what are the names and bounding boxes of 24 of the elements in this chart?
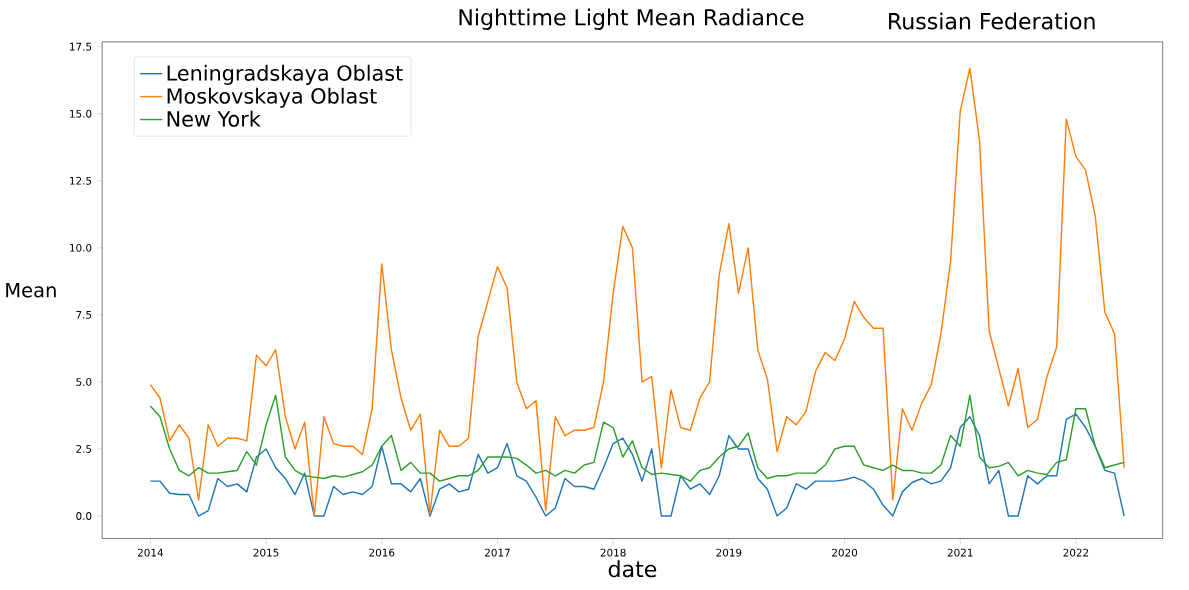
x-tick-label: 2014	[137, 548, 164, 557]
x-tick-label: 2016	[369, 548, 395, 557]
x-tick-label: 2015	[253, 548, 279, 557]
y-tick-label: 5.0	[76, 377, 92, 386]
y-axis-title: Mean	[6, 282, 56, 298]
y-tick-label: 17.5	[70, 42, 92, 51]
x-tick-label: 2017	[485, 548, 510, 557]
y-tick-label: 2.5	[76, 444, 92, 453]
x-tick-label: 2022	[1063, 548, 1089, 557]
y-tick-label: 7.5	[76, 310, 92, 319]
legend-label: Leningradskaya Oblast	[167, 64, 403, 85]
x-tick-label: 2019	[716, 548, 742, 557]
legend-label: Moskovskaya Oblast	[167, 87, 377, 108]
x-tick-label: 2018	[600, 548, 626, 557]
x-tick-label: 2020	[832, 548, 858, 557]
y-tick-label: 0.0	[76, 512, 92, 520]
y-tick-label: 10.0	[70, 243, 92, 252]
chart-title: Nighttime Light Mean Radiance	[459, 8, 804, 30]
chart-subtitle: Russian Federation	[889, 12, 1095, 30]
y-tick-label: 12.5	[70, 176, 92, 185]
y-tick-label: 15.0	[70, 109, 92, 118]
x-axis-title: date	[608, 560, 657, 578]
x-tick-label: 2021	[947, 548, 973, 557]
legend-label: New York	[167, 110, 261, 127]
